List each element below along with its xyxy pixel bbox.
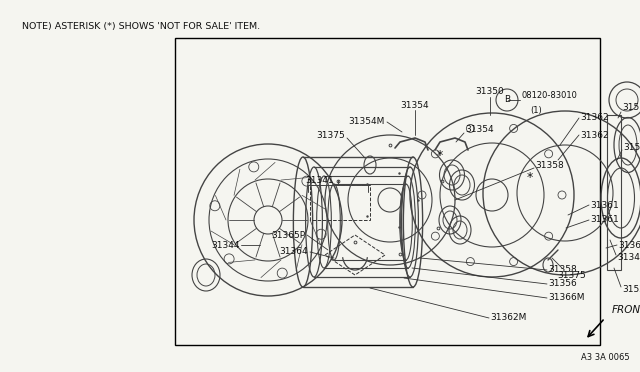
Text: 31361: 31361: [590, 201, 619, 209]
Text: 31366M: 31366M: [548, 294, 584, 302]
Text: 31556N: 31556N: [622, 103, 640, 112]
Text: 31375: 31375: [557, 270, 586, 279]
Text: B: B: [504, 96, 510, 105]
Text: 31358: 31358: [548, 266, 577, 275]
Text: 31356: 31356: [548, 279, 577, 289]
Text: 31340: 31340: [617, 253, 640, 263]
Text: 31365P: 31365P: [271, 231, 305, 240]
Text: (1): (1): [530, 106, 541, 115]
Text: *: *: [527, 171, 533, 185]
Text: A3 3A 0065: A3 3A 0065: [581, 353, 630, 362]
Text: 31364: 31364: [280, 247, 308, 257]
Text: *: *: [437, 148, 443, 161]
Text: 31344: 31344: [211, 241, 240, 250]
Text: 31362: 31362: [580, 113, 609, 122]
Text: 31555N: 31555N: [623, 144, 640, 153]
Bar: [310, 185, 370, 220]
Text: 31366: 31366: [618, 241, 640, 250]
Bar: [607, 115, 621, 270]
Text: 31341: 31341: [306, 176, 334, 185]
Text: 31354: 31354: [401, 100, 429, 109]
Text: 31354M: 31354M: [349, 118, 385, 126]
Text: 31375: 31375: [316, 131, 345, 140]
Text: 31358: 31358: [535, 160, 564, 170]
Text: FRONT: FRONT: [612, 305, 640, 315]
Text: 31354: 31354: [465, 125, 493, 135]
Text: 31362M: 31362M: [490, 314, 526, 323]
Text: 31528: 31528: [622, 285, 640, 295]
Text: 31350: 31350: [476, 87, 504, 96]
Text: NOTE) ASTERISK (*) SHOWS 'NOT FOR SALE' ITEM.: NOTE) ASTERISK (*) SHOWS 'NOT FOR SALE' …: [22, 22, 260, 31]
Text: 31361: 31361: [590, 215, 619, 224]
Bar: [175, 38, 600, 345]
Text: 08120-83010: 08120-83010: [522, 90, 578, 99]
Text: 31362: 31362: [580, 131, 609, 140]
